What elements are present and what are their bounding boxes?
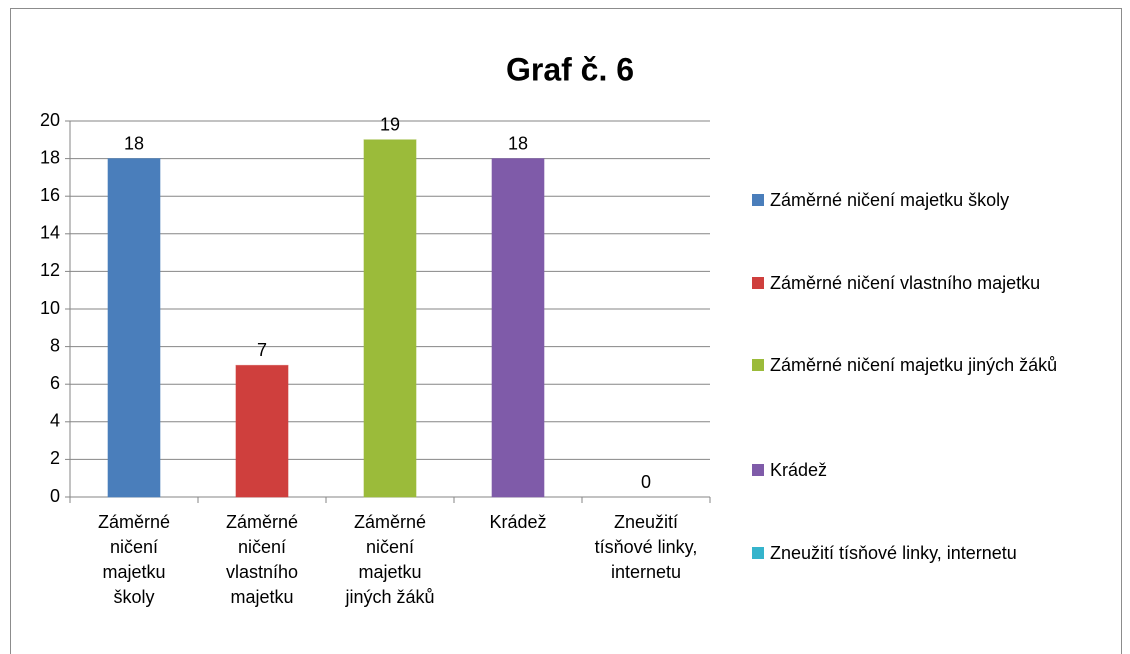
legend-item: Zneužití tísňové linky, internetu (752, 538, 1112, 568)
legend-item: Záměrné ničení majetku jiných žáků (752, 350, 1112, 380)
bar (363, 139, 417, 498)
y-tick-label: 0 (50, 486, 60, 506)
y-tick-label: 10 (40, 298, 60, 318)
x-tick-label: Zneužití tísňové linky, internetu (594, 512, 698, 582)
y-tick-label: 4 (50, 411, 60, 431)
x-tick-label: Záměrné ničení majetku školy (97, 512, 171, 607)
chart-title: Graf č. 6 (506, 51, 634, 87)
y-tick-label: 18 (40, 147, 60, 167)
y-tick-label: 2 (50, 448, 60, 468)
value-label: 0 (641, 472, 651, 492)
legend-label: Krádež (770, 460, 828, 480)
legend-item: Záměrné ničení majetku školy (752, 185, 1112, 215)
legend-label: Zneužití tísňové linky, internetu (770, 543, 1017, 563)
legend-swatch (752, 277, 764, 289)
y-tick-label: 8 (50, 335, 60, 355)
legend-label: Záměrné ničení majetku školy (770, 190, 1010, 210)
value-label: 19 (380, 115, 400, 135)
legend-swatch (752, 359, 764, 371)
y-tick-label: 20 (40, 110, 60, 130)
legend-swatch (752, 194, 764, 206)
legend-swatch (752, 464, 764, 476)
bar (491, 158, 545, 498)
value-label: 18 (124, 133, 144, 153)
x-tick-label: Krádež (489, 512, 547, 532)
bar (235, 364, 289, 498)
bar (107, 158, 161, 498)
y-tick-label: 6 (50, 373, 60, 393)
legend-label: Záměrné ničení majetku jiných žáků (770, 355, 1058, 375)
legend-item: Krádež (752, 455, 1112, 485)
x-tick-label: Záměrné ničení majetku jiných žáků (345, 512, 435, 607)
legend-label: Záměrné ničení vlastního majetku (770, 273, 1041, 293)
x-tick-label: Záměrné ničení vlastního majetku (225, 512, 299, 607)
value-label: 18 (508, 133, 528, 153)
y-tick-label: 14 (40, 223, 60, 243)
y-tick-label: 12 (40, 260, 60, 280)
legend-item: Záměrné ničení vlastního majetku (752, 268, 1112, 298)
value-label: 7 (257, 340, 267, 360)
legend-swatch (752, 547, 764, 559)
chart-frame (10, 8, 1122, 654)
y-tick-label: 16 (40, 185, 60, 205)
